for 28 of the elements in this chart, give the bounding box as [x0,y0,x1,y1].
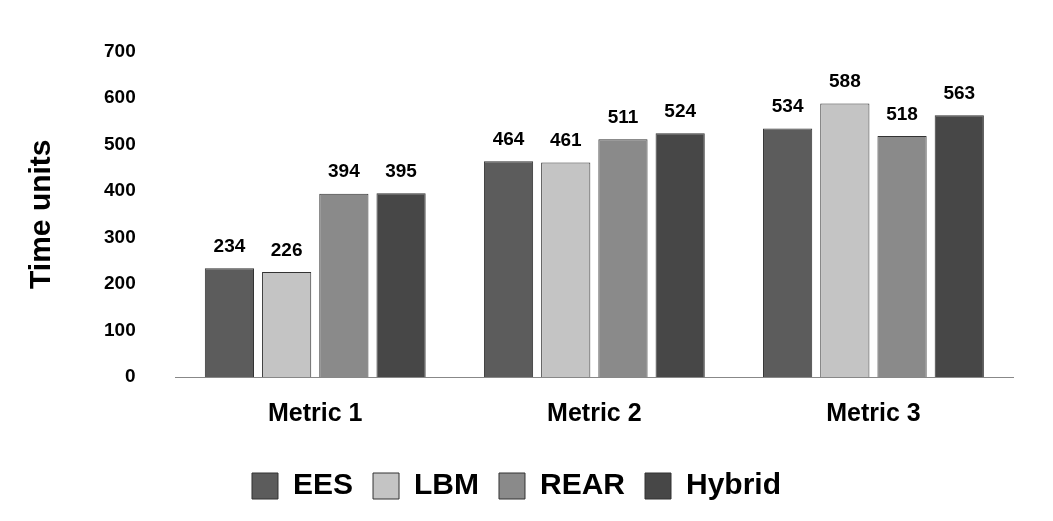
y-tick-label: 100 [104,318,136,340]
legend-label: LBM [414,467,479,501]
y-tick-label: 600 [104,86,136,108]
y-tick-label: 0 [125,365,136,387]
data-label: 534 [771,95,804,117]
x-tick-label: Metric 1 [268,397,363,426]
data-label: 518 [886,102,918,124]
y-tick-label: 400 [104,179,136,201]
x-tick-label: Metric 2 [547,397,642,426]
data-label: 395 [385,160,418,181]
y-tick-label: 300 [104,225,136,247]
y-tick-label: 500 [104,132,136,154]
data-label: 588 [828,70,861,92]
data-label: 511 [607,106,639,128]
data-label: 524 [664,100,697,121]
data-label: 394 [328,160,361,182]
data-label: 461 [549,129,583,151]
legend-label: EES [292,467,354,501]
y-tick-label: 700 [104,39,136,61]
legend-label: REAR [540,467,626,501]
data-label: 226 [270,238,303,260]
legend-label: Hybrid [686,467,782,501]
y-tick-label: 200 [104,272,136,294]
data-label: 563 [943,81,976,103]
data-label: 464 [492,127,525,149]
y-axis-title: Time units [23,139,57,289]
data-label: 234 [213,234,246,256]
x-tick-label: Metric 3 [826,397,921,426]
